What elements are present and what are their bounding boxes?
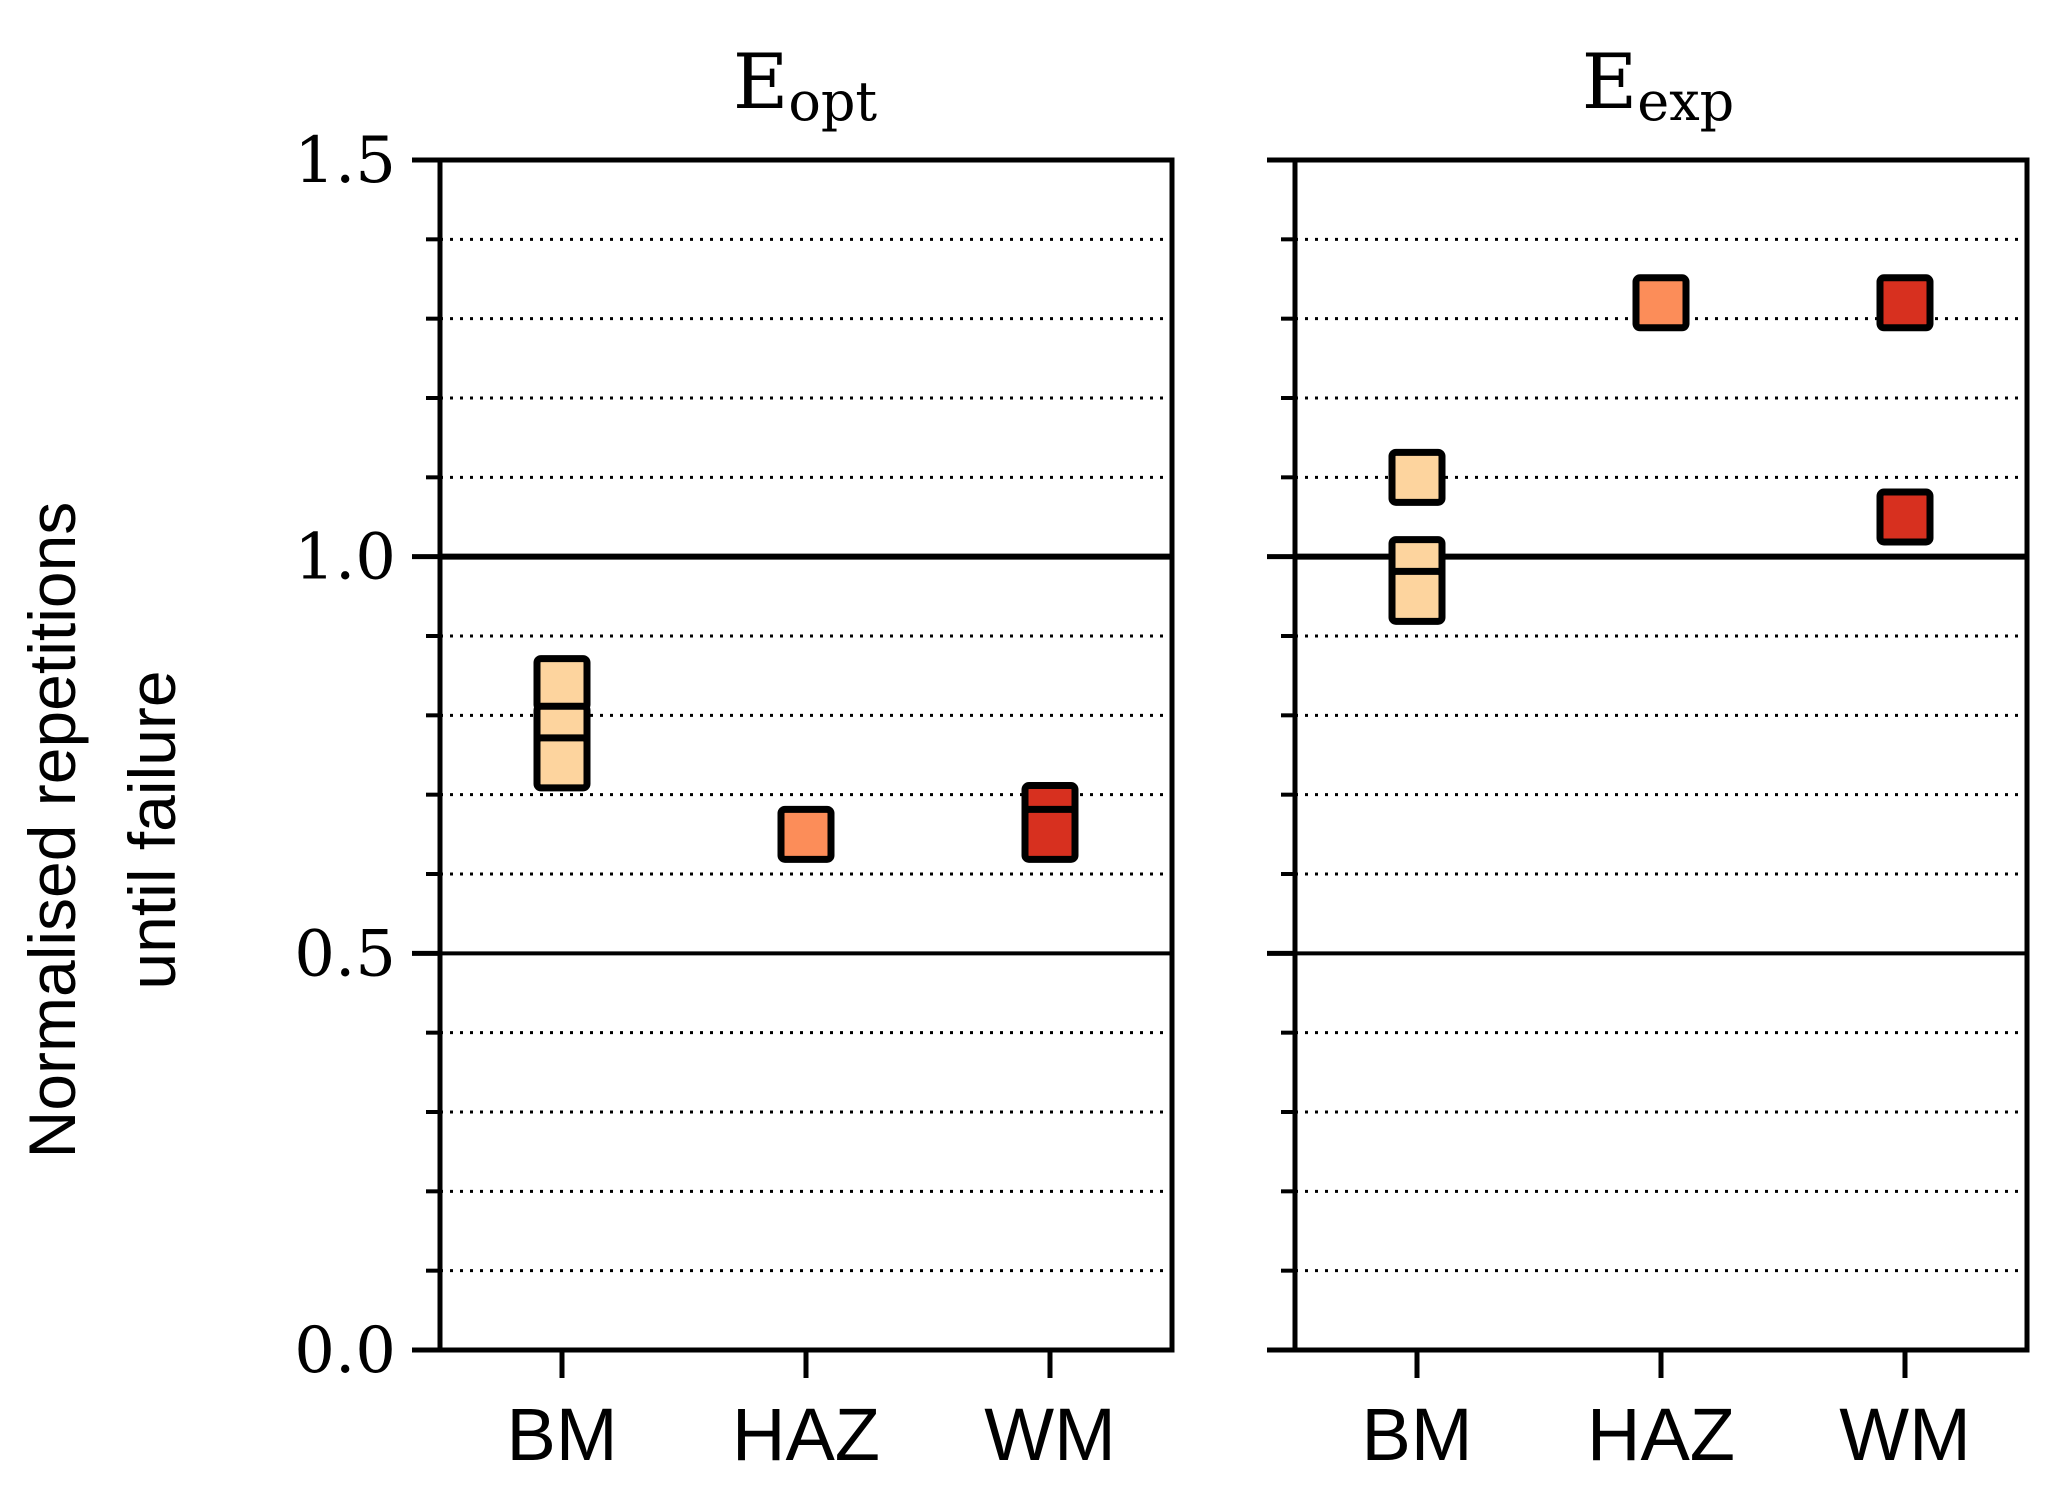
y-tick-label: 0.0 [294, 1314, 396, 1388]
data-point-wm [1876, 274, 1934, 332]
data-point-bm [533, 734, 591, 792]
x-tick-label: BM [507, 1393, 618, 1476]
data-point-wm [1876, 488, 1934, 546]
data-point-wm [1021, 805, 1079, 863]
panel-title-opt-main: E [733, 37, 788, 126]
data-point-bm [533, 655, 591, 713]
panel-title-exp: Eexp [1582, 37, 1734, 133]
x-tick-label: HAZ [1587, 1393, 1735, 1476]
y-axis-label-line1: Normalised repetitions [15, 502, 89, 1159]
y-tick-label: 1.5 [294, 124, 396, 198]
data-point-bm [1388, 567, 1446, 625]
x-tick-label: WM [1839, 1393, 1971, 1476]
panel-exp: BM HAZ WM [1267, 157, 2030, 1476]
panel-title-opt: Eopt [733, 37, 878, 133]
y-tick-label: 1.0 [294, 521, 396, 595]
y-axis-label-line2: until failure [115, 670, 189, 989]
panel-title-opt-sub: opt [788, 70, 877, 133]
axes-frame [1292, 157, 2030, 1353]
x-tick-label: BM [1362, 1393, 1473, 1476]
x-tick-label: WM [984, 1393, 1116, 1476]
y-tick-label: 0.5 [294, 917, 396, 991]
data-point-haz [1632, 274, 1690, 332]
panel-opt: 0.0 0.5 1.0 1.5 BM HAZ WM [294, 124, 1175, 1476]
panel-title-exp-main: E [1582, 37, 1637, 126]
x-tick-label: HAZ [732, 1393, 880, 1476]
data-point-haz [777, 805, 835, 863]
panel-title-exp-sub: exp [1637, 70, 1734, 133]
data-point-bm [1388, 448, 1446, 506]
